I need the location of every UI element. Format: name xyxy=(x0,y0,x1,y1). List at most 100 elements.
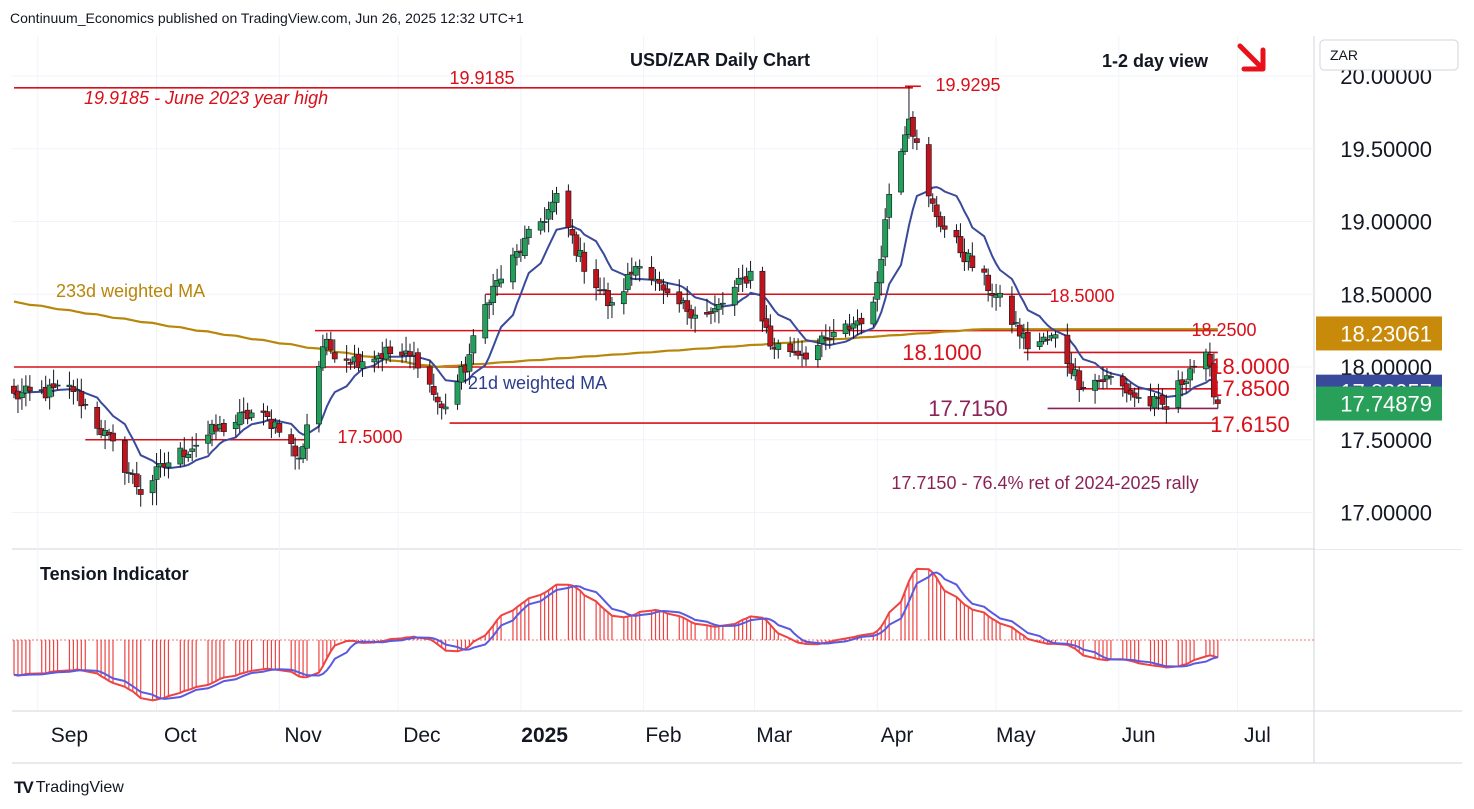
candle-body xyxy=(858,317,865,325)
candle-body xyxy=(521,237,528,256)
candle-body xyxy=(125,472,132,474)
candle-body xyxy=(1127,389,1134,395)
candle-body xyxy=(1151,396,1158,409)
candle-body xyxy=(1175,380,1182,408)
candle-body xyxy=(731,286,738,306)
tradingview-brand: TradingView xyxy=(35,779,124,796)
candle-body xyxy=(882,219,889,258)
candle-body xyxy=(676,291,683,305)
retracement-note: 17.7150 - 76.4% ret of 2024-2025 rally xyxy=(891,473,1198,493)
price-badge xyxy=(1316,316,1442,351)
candle-body xyxy=(514,251,520,258)
candle-body xyxy=(94,407,101,429)
candle-body xyxy=(878,258,885,284)
candle-body xyxy=(803,352,809,360)
candle-body xyxy=(1052,334,1059,339)
candle-body xyxy=(913,138,920,143)
candle-body xyxy=(715,304,722,310)
level-labels: 19.9185 19.9185 - June 2023 year high 19.9… xyxy=(84,68,1290,447)
x-tick-label: Oct xyxy=(164,724,197,747)
candle-body xyxy=(941,225,948,230)
candle-body xyxy=(636,266,643,269)
candles xyxy=(11,86,1221,507)
candle-body xyxy=(735,277,742,285)
x-tick-label: Mar xyxy=(756,724,792,747)
candle-body xyxy=(430,386,437,395)
candle-body xyxy=(767,325,774,347)
candle-body xyxy=(458,366,465,383)
candle-body xyxy=(989,292,996,296)
price-badge-label: 18.23061 xyxy=(1340,321,1432,346)
candle-body xyxy=(549,201,556,213)
candle-body xyxy=(490,285,497,303)
candle-body xyxy=(1024,332,1031,350)
level-label: 18.2500 xyxy=(1191,320,1256,340)
candle-body xyxy=(684,300,691,312)
y-tick-label: 17.50000 xyxy=(1340,428,1432,453)
candle-body xyxy=(1092,379,1098,391)
x-tick-label: Sep xyxy=(51,724,88,747)
candle-body xyxy=(133,473,140,488)
candle-body xyxy=(581,251,588,272)
candle-body xyxy=(1131,392,1138,398)
candle-body xyxy=(763,318,770,328)
level-label: 18.5000 xyxy=(1049,286,1114,306)
ma-21-line xyxy=(13,186,1219,470)
y-tick-label: 17.00000 xyxy=(1340,501,1432,526)
level-label: 18.1000 xyxy=(902,340,982,365)
candle-body xyxy=(486,302,493,306)
candle-body xyxy=(902,134,908,152)
candle-body xyxy=(605,290,611,307)
indicator-fast-line xyxy=(13,567,1219,702)
tradingview-logo[interactable]: TV TradingView xyxy=(14,778,124,798)
x-tick-label: Nov xyxy=(284,724,322,747)
candle-body xyxy=(537,221,544,231)
candle-body xyxy=(454,381,461,405)
candle-body xyxy=(648,266,655,280)
candle-body xyxy=(688,309,695,319)
candle-body xyxy=(121,440,128,473)
x-tick-label: Jun xyxy=(1122,724,1156,747)
x-tick-label: 2025 xyxy=(521,724,568,747)
candle-body xyxy=(1183,381,1190,384)
candle-body xyxy=(656,279,663,284)
candle-body xyxy=(343,358,350,361)
candle-body xyxy=(54,384,61,387)
candle-body xyxy=(759,270,766,322)
indicator-title: Tension Indicator xyxy=(40,564,189,584)
candle-body xyxy=(1036,341,1043,347)
currency-label: ZAR xyxy=(1330,47,1358,63)
x-tick-label: Feb xyxy=(645,724,681,747)
candle-body xyxy=(1064,334,1071,365)
candle-body xyxy=(609,302,615,306)
candle-body xyxy=(78,390,85,407)
y-tick-label: 18.50000 xyxy=(1340,282,1432,307)
candle-body xyxy=(545,209,552,220)
candle-body xyxy=(898,151,904,193)
currency-tag[interactable] xyxy=(1319,39,1459,71)
candle-body xyxy=(46,384,53,398)
x-tick-label: May xyxy=(996,724,1036,747)
candle-body xyxy=(1135,397,1142,399)
candle-body xyxy=(1187,368,1194,381)
price-badge-label: 17.74879 xyxy=(1340,392,1432,417)
ma-21-label: 21d weighted MA xyxy=(468,373,607,393)
candle-body xyxy=(407,351,413,357)
candle-body xyxy=(434,396,441,403)
publisher-header: Continuum_Economics published on Trading… xyxy=(10,10,524,26)
candle-body xyxy=(1100,379,1106,383)
candle-body xyxy=(886,194,893,218)
level-label: 18.0000 xyxy=(1210,354,1290,379)
candle-body xyxy=(470,335,477,354)
candle-body xyxy=(775,343,782,350)
time-axis[interactable]: Sep Oct Nov Dec 2025 Feb Mar Apr May Jun Jul xyxy=(51,724,1271,747)
x-tick-label: Dec xyxy=(403,724,440,747)
ma-233-label: 233d weighted MA xyxy=(56,281,205,301)
candle-body xyxy=(925,144,932,197)
candle-body xyxy=(937,216,944,227)
candle-body xyxy=(327,339,334,351)
candle-body xyxy=(292,445,299,457)
candle-body xyxy=(569,229,576,236)
